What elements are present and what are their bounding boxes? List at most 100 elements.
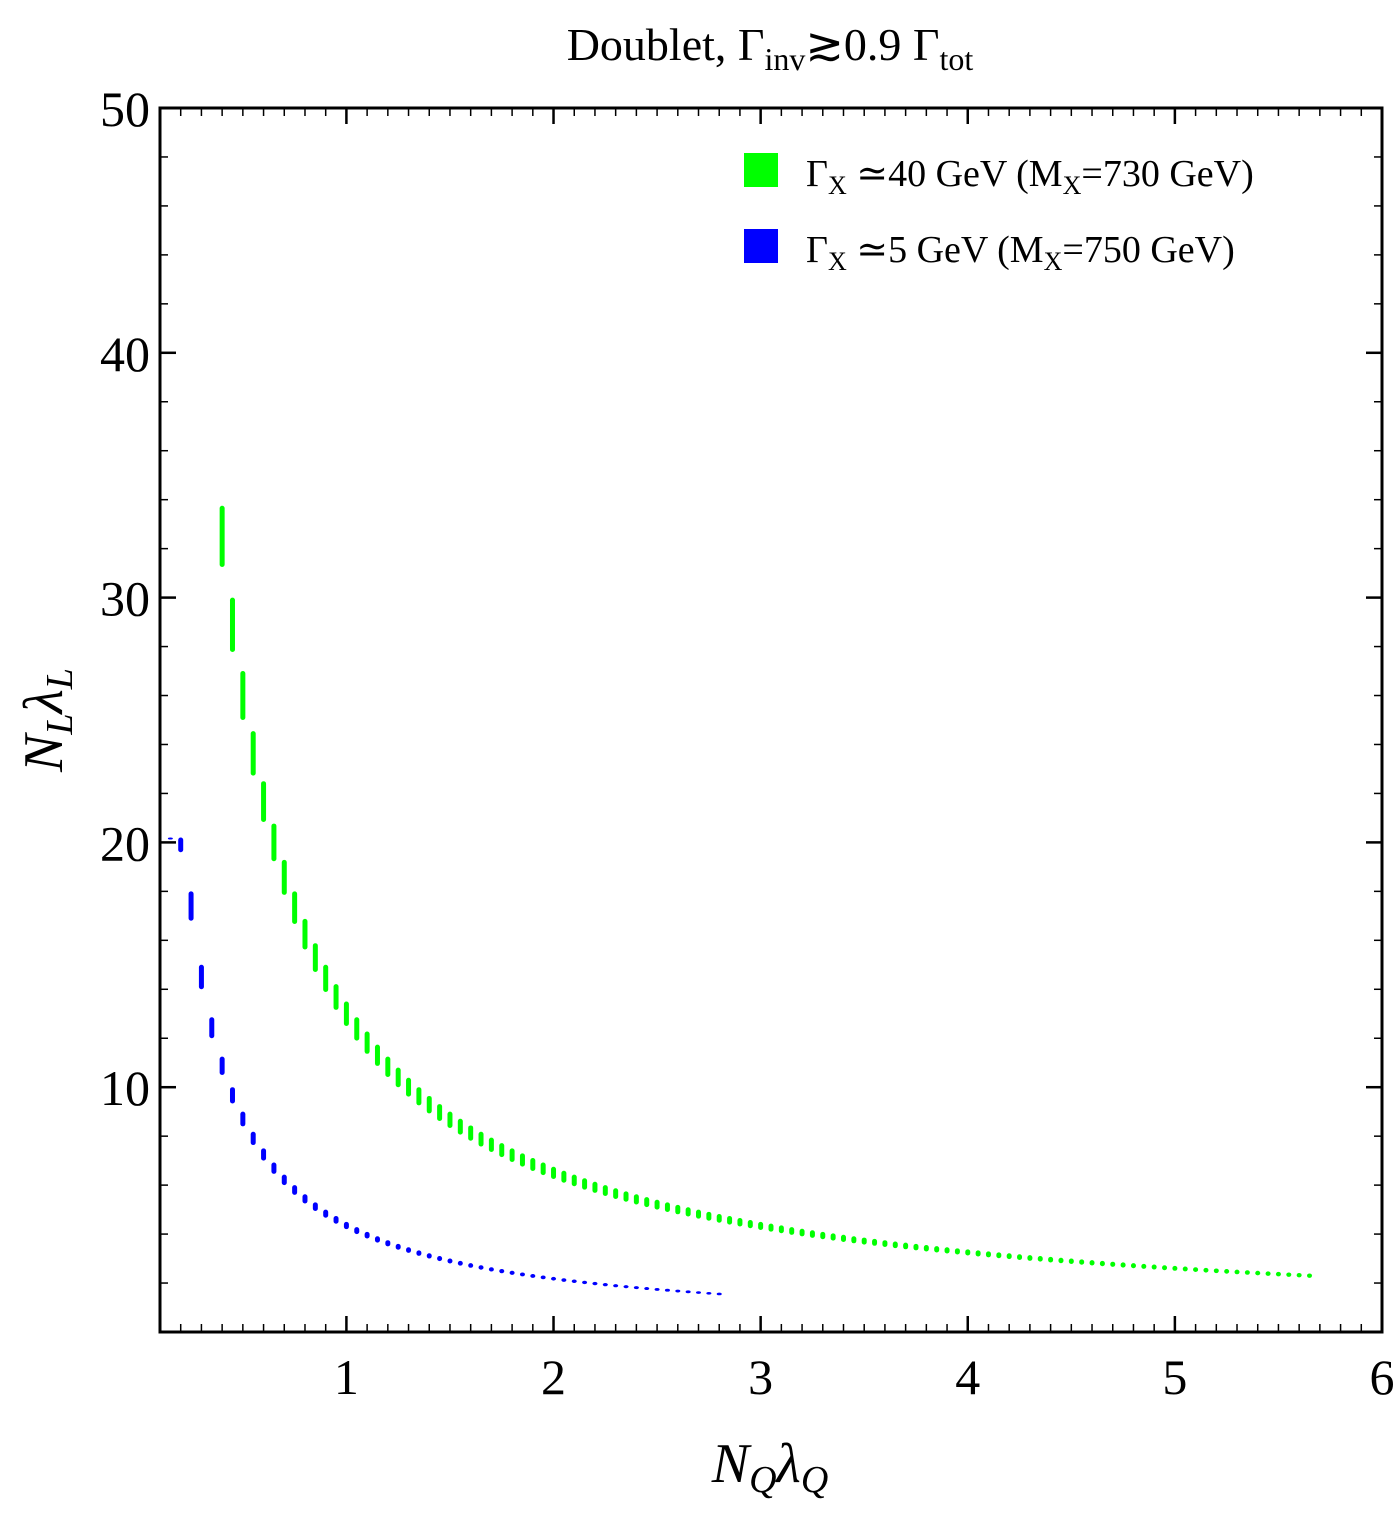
- band-stripe: [696, 1209, 702, 1219]
- band-stripe: [954, 1248, 960, 1255]
- band-stripe: [1120, 1262, 1126, 1268]
- band-stripe: [1048, 1256, 1054, 1263]
- band-stripe: [892, 1241, 898, 1249]
- legend-label-blue: ΓX ≃5 GeV (MX=750 GeV): [806, 229, 1235, 276]
- band-stripe: [551, 1166, 557, 1179]
- band-stripe: [633, 1194, 639, 1205]
- chart-title: Doublet, Γinv≳0.9 Γtot: [567, 19, 974, 77]
- tick-labels: 1 2 3 4 5 6 10 20 30 40 50: [100, 81, 1395, 1405]
- band-stripe: [1172, 1265, 1178, 1271]
- band-stripe: [727, 1216, 733, 1225]
- band-stripe: [354, 1227, 360, 1235]
- band-stripe: [654, 1199, 660, 1210]
- band-stripe: [830, 1233, 836, 1241]
- band-stripe: [685, 1207, 691, 1217]
- band-stripe: [229, 1087, 235, 1104]
- band-stripe: [706, 1291, 712, 1295]
- band-stripe: [985, 1251, 991, 1258]
- series-1: [167, 837, 722, 1296]
- band-stripe: [809, 1230, 815, 1238]
- band-stripe: [374, 1236, 380, 1243]
- band-stripe: [343, 1221, 349, 1230]
- band-stripe: [333, 984, 339, 1010]
- band-stripe: [768, 1223, 774, 1232]
- band-stripe: [975, 1250, 981, 1257]
- band-stripe: [312, 1202, 318, 1212]
- band-stripe: [592, 1181, 598, 1193]
- band-stripe: [582, 1178, 588, 1190]
- band-stripe: [188, 891, 194, 921]
- band-stripe: [416, 1087, 422, 1106]
- band-stripe: [944, 1247, 950, 1254]
- band-stripe: [1027, 1255, 1033, 1261]
- band-stripe: [675, 1204, 681, 1215]
- band-stripe: [437, 1256, 443, 1262]
- band-stripe: [571, 1174, 577, 1187]
- band-stripe: [219, 505, 225, 567]
- band-stripe: [478, 1265, 484, 1270]
- y-tick-label: 20: [100, 815, 150, 871]
- band-stripe: [1307, 1273, 1313, 1278]
- band-stripe: [540, 1162, 546, 1176]
- band-stripe: [302, 918, 308, 950]
- band-stripe: [292, 891, 298, 924]
- band-stripe: [654, 1287, 660, 1291]
- band-stripe: [302, 1194, 308, 1204]
- band-stripe: [478, 1131, 484, 1147]
- band-stripe: [789, 1227, 795, 1235]
- band-stripe: [1234, 1269, 1240, 1275]
- band-stripe: [851, 1236, 857, 1244]
- band-stripe: [354, 1017, 360, 1041]
- band-stripe: [799, 1228, 805, 1237]
- band-stripe: [602, 1185, 608, 1196]
- band-stripe: [499, 1143, 505, 1158]
- axis-ticks: [160, 106, 1384, 1334]
- band-stripe: [747, 1219, 753, 1229]
- band-stripe: [240, 1111, 246, 1127]
- band-stripe: [644, 1197, 650, 1208]
- band-stripe: [664, 1288, 670, 1292]
- band-stripe: [1141, 1263, 1147, 1269]
- band-stripe: [240, 671, 246, 720]
- band-stripe: [364, 1231, 370, 1239]
- band-stripe: [468, 1125, 474, 1141]
- band-stripe: [312, 943, 318, 972]
- legend-label-green: ΓX ≃40 GeV (MX=730 GeV): [806, 153, 1254, 200]
- legend: ΓX ≃40 GeV (MX=730 GeV) ΓX ≃5 GeV (MX=75…: [744, 153, 1254, 276]
- band-stripe: [1193, 1267, 1199, 1272]
- band-stripe: [468, 1263, 474, 1268]
- band-stripe: [882, 1240, 888, 1247]
- band-stripe: [1099, 1260, 1105, 1267]
- band-stripe: [209, 1017, 215, 1039]
- band-stripe: [519, 1153, 525, 1167]
- band-stripe: [1224, 1269, 1230, 1274]
- band-stripe: [1244, 1270, 1250, 1275]
- y-tick-label: 30: [100, 571, 150, 627]
- band-stripe: [965, 1249, 971, 1256]
- band-stripe: [664, 1202, 670, 1212]
- band-stripe: [1079, 1259, 1085, 1265]
- band-stripe: [416, 1250, 422, 1256]
- band-stripe: [716, 1213, 722, 1223]
- x-tick-label: 2: [541, 1349, 566, 1405]
- band-stripe: [1162, 1265, 1168, 1271]
- band-stripe: [395, 1067, 401, 1088]
- band-stripe: [644, 1287, 650, 1291]
- band-stripe: [1110, 1261, 1116, 1267]
- band-stripe: [716, 1292, 722, 1296]
- band-stripe: [509, 1148, 515, 1162]
- band-stripe: [426, 1095, 432, 1114]
- band-stripe: [582, 1280, 588, 1285]
- band-stripe: [271, 823, 277, 862]
- band-stripe: [633, 1286, 639, 1290]
- band-stripe: [1089, 1260, 1095, 1266]
- band-stripe: [1006, 1253, 1012, 1260]
- band-stripe: [437, 1104, 443, 1121]
- legend-swatch-green: [744, 153, 778, 187]
- band-stripe: [229, 597, 235, 652]
- band-stripe: [561, 1170, 567, 1183]
- band-stripe: [374, 1044, 380, 1066]
- band-stripe: [198, 964, 204, 990]
- legend-swatch-blue: [744, 229, 778, 263]
